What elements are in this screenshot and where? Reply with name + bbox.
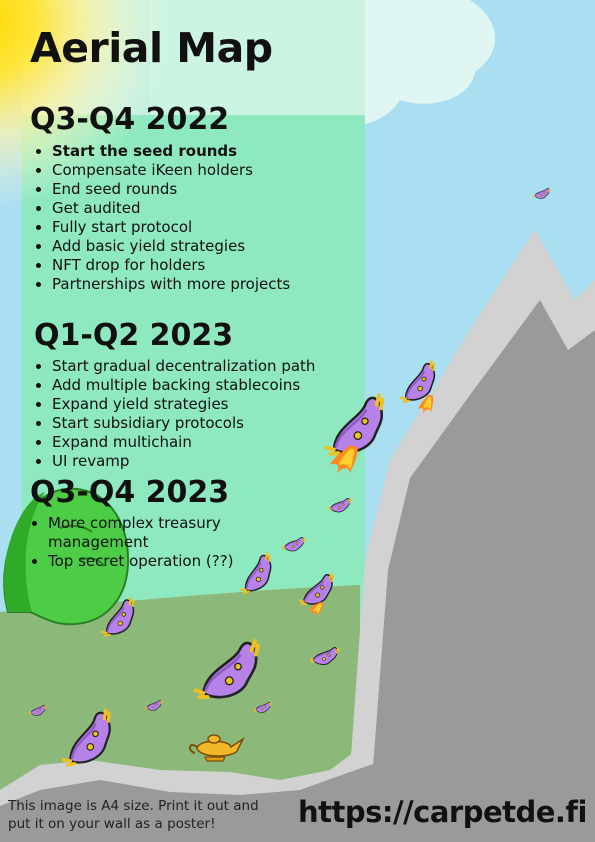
list-item: Compensate iKeen holders [52, 161, 290, 180]
phase-heading: Q3-Q4 2023 [30, 475, 230, 510]
phase-items: Start gradual decentralization path Add … [30, 357, 315, 471]
list-item: End seed rounds [52, 180, 290, 199]
list-item: More complex treasury management [48, 514, 238, 552]
list-item: Top secret operation (??) [48, 552, 238, 571]
phase-heading: Q3-Q4 2022 [30, 102, 230, 137]
list-item: Fully start protocol [52, 218, 290, 237]
list-item: Add multiple backing stablecoins [52, 376, 315, 395]
list-item: Start subsidiary protocols [52, 414, 315, 433]
sun-icon [0, 0, 220, 220]
footer-note: This image is A4 size. Print it out and … [8, 798, 259, 832]
mountain-icon [0, 230, 595, 842]
phase-items: More complex treasury management Top sec… [26, 514, 238, 571]
list-item: NFT drop for holders [52, 256, 290, 275]
wojak-icon [3, 487, 130, 626]
page-title: Aerial Map [30, 24, 273, 72]
list-item: Expand multichain [52, 433, 315, 452]
site-url: https://carpetde.fi [297, 795, 588, 829]
list-item: Expand yield strategies [52, 395, 315, 414]
list-item: UI revamp [52, 452, 315, 471]
list-item: Partnerships with more projects [52, 275, 290, 294]
phase-items: Start the seed rounds Compensate iKeen h… [30, 142, 290, 294]
magic-lamp-icon [189, 734, 245, 762]
list-item: Start the seed rounds [52, 142, 290, 161]
list-item: Get audited [52, 199, 290, 218]
list-item: Add basic yield strategies [52, 237, 290, 256]
phase-heading: Q1-Q2 2023 [34, 318, 234, 353]
list-item: Start gradual decentralization path [52, 357, 315, 376]
